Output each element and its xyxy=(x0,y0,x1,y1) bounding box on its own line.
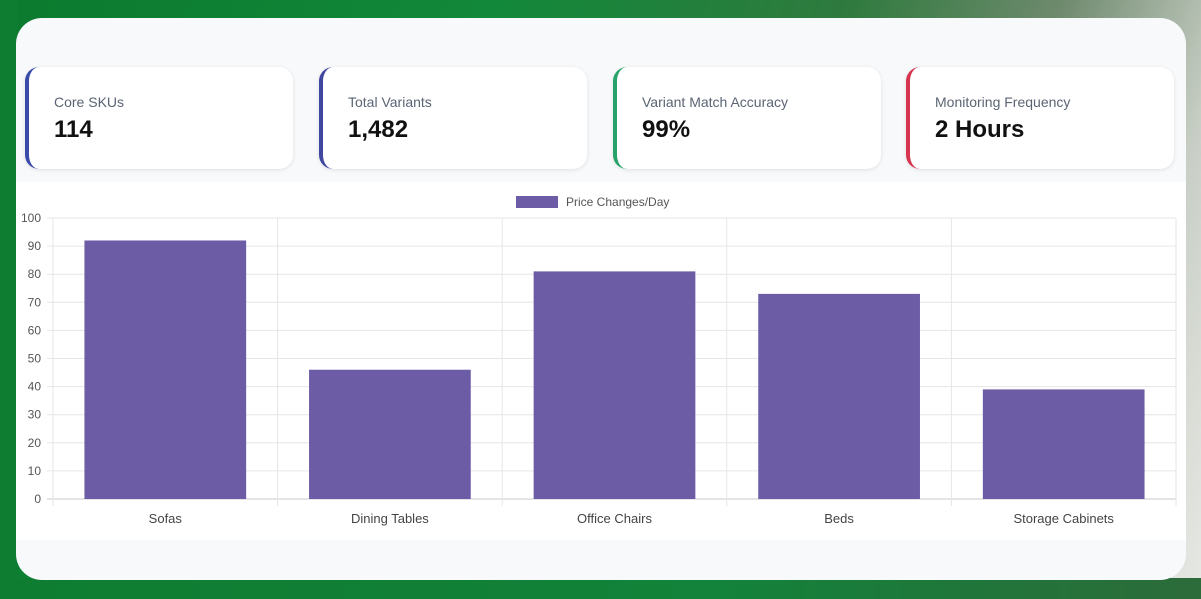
chart-area: 0 10 20 30 40 50 60 70 80 90 100 Sofas Dining Tables… xyxy=(16,182,1186,540)
x-tick-label: Storage Cabinets xyxy=(1013,511,1114,526)
y-tick-label: 70 xyxy=(28,295,42,309)
y-tick-label: 10 xyxy=(28,464,42,478)
y-tick-label: 100 xyxy=(21,211,41,225)
stat-label: Total Variants xyxy=(348,94,432,110)
stat-value: 114 xyxy=(54,116,93,143)
stat-card-monitoring-frequency: Monitoring Frequency 2 Hours xyxy=(906,67,1174,169)
stat-card-total-variants: Total Variants 1,482 xyxy=(319,67,587,169)
background-frame-bottom xyxy=(0,578,1201,599)
bar-sofas xyxy=(84,240,247,500)
stat-value: 2 Hours xyxy=(935,116,1025,143)
y-tick-label: 30 xyxy=(28,408,42,422)
y-tick-label: 50 xyxy=(28,352,42,366)
bar-office-chairs xyxy=(533,271,696,499)
bar-chart: 0 10 20 30 40 50 60 70 80 90 100 Sofas Dining Tables… xyxy=(21,195,1177,526)
y-tick-label: 80 xyxy=(28,267,42,281)
background-frame-left xyxy=(0,0,18,599)
y-tick-label: 0 xyxy=(34,492,41,506)
legend-label: Price Changes/Day xyxy=(566,195,669,209)
bar-storage-cabinets xyxy=(982,389,1145,499)
x-tick-label: Sofas xyxy=(149,511,183,526)
y-tick-label: 60 xyxy=(28,323,42,337)
stat-label: Monitoring Frequency xyxy=(935,94,1071,110)
x-tick-label: Dining Tables xyxy=(351,511,429,526)
stat-value: 1,482 xyxy=(348,116,409,143)
legend-swatch xyxy=(516,196,558,208)
stat-label: Core SKUs xyxy=(54,94,125,110)
y-tick-label: 40 xyxy=(28,380,42,394)
stat-label: Variant Match Accuracy xyxy=(642,94,789,110)
bar-dining-tables xyxy=(309,369,471,499)
stat-card-core-skus: Core SKUs 114 xyxy=(25,67,293,169)
stat-card-variant-match-accuracy: Variant Match Accuracy 99% xyxy=(613,67,881,169)
y-tick-label: 90 xyxy=(28,239,42,253)
bar-beds xyxy=(758,293,920,499)
dashboard-panel: Core SKUs 114 Total Variants 1,482 Varia… xyxy=(16,18,1186,580)
stat-value: 99% xyxy=(642,116,691,143)
x-tick-label: Office Chairs xyxy=(577,511,652,526)
y-tick-label: 20 xyxy=(28,436,42,450)
x-tick-label: Beds xyxy=(824,511,854,526)
